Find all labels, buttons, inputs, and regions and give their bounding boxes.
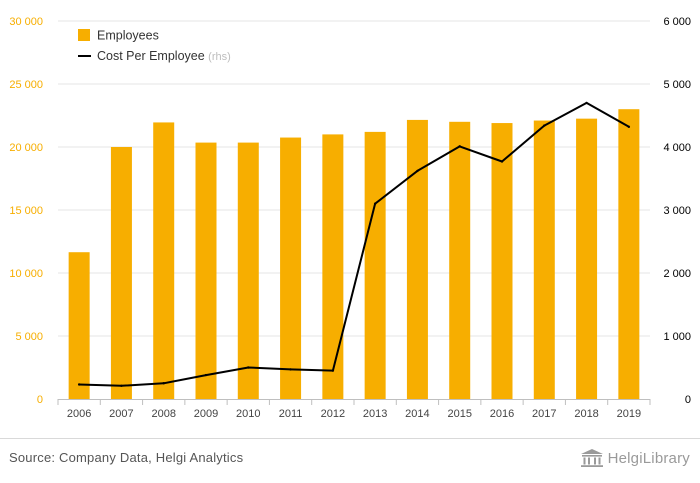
right-axis-tick-label: 2 000 [663, 268, 691, 280]
point-cost-per-employee-2008[interactable] [162, 382, 165, 385]
x-tick-label: 2012 [321, 408, 345, 420]
source-note: Source: Company Data, Helgi Analytics [9, 450, 244, 465]
right-axis-tick-label: 1 000 [663, 331, 691, 343]
point-cost-per-employee-2014[interactable] [416, 169, 419, 173]
bar-employees-2011[interactable] [280, 137, 302, 400]
left-axis-tick-label: 10 000 [9, 268, 43, 280]
axes: 2006 2007 2008 2009 2010 2011 2012 2013 2014 2015… [9, 16, 691, 420]
logo-text: HelgiLibrary [607, 449, 690, 467]
cost-per-employee-line [77, 101, 631, 387]
left-axis-tick-label: 5 000 [15, 331, 43, 343]
bar-employees-2014[interactable] [406, 119, 428, 399]
right-axis-tick-label: 4 000 [663, 142, 691, 154]
right-axis-tick-label: 6 000 [663, 16, 691, 28]
point-cost-per-employee-2010[interactable] [247, 366, 250, 369]
point-cost-per-employee-2009[interactable] [204, 373, 208, 377]
point-cost-per-employee-2017[interactable] [543, 124, 546, 127]
library-building-icon [580, 449, 603, 467]
point-cost-per-employee-2012[interactable] [331, 369, 335, 372]
line-cost-per-employee[interactable] [79, 101, 630, 387]
point-cost-per-employee-2006[interactable] [77, 383, 81, 386]
bar-employees-2008[interactable] [153, 122, 175, 400]
bar-employees-2009[interactable] [195, 142, 217, 399]
x-tick-label: 2016 [490, 408, 514, 420]
left-axis-tick-label: 25 000 [9, 79, 43, 91]
right-axis-tick-label: 0 [685, 394, 691, 406]
bar-employees-2015[interactable] [449, 121, 471, 400]
x-tick-label: 2010 [236, 408, 260, 420]
bar-employees-2010[interactable] [237, 142, 259, 399]
point-cost-per-employee-2011[interactable] [289, 368, 292, 371]
point-cost-per-employee-2015[interactable] [458, 145, 461, 148]
legend: Employees Cost Per Employee (rhs) [78, 29, 231, 63]
left-axis-tick-label: 20 000 [9, 142, 43, 154]
bar-employees-2007[interactable] [110, 147, 132, 399]
left-axis-tick-label: 0 [37, 394, 43, 406]
legend-swatch-employees [78, 29, 90, 41]
point-cost-per-employee-2019[interactable] [627, 125, 631, 129]
x-tick-label: 2014 [405, 408, 429, 420]
x-tick-label: 2006 [67, 408, 91, 420]
bar-employees-2019[interactable] [618, 109, 640, 399]
bar-employees-2016[interactable] [491, 123, 513, 399]
legend-label-cost-per-employee[interactable]: Cost Per Employee (rhs) [97, 49, 231, 63]
x-tick-label: 2017 [532, 408, 556, 420]
employees-bars [68, 109, 640, 400]
bar-employees-2006[interactable] [68, 252, 90, 399]
x-tick-label: 2018 [574, 408, 598, 420]
point-cost-per-employee-2007[interactable] [120, 384, 123, 387]
helgi-library-logo[interactable]: HelgiLibrary [580, 447, 690, 469]
bar-employees-2013[interactable] [364, 131, 386, 399]
x-tick-label: 2019 [617, 408, 641, 420]
x-tick-label: 2011 [279, 408, 303, 420]
footer-divider [0, 438, 700, 439]
x-tick-label: 2015 [447, 408, 471, 420]
right-axis-tick-label: 5 000 [663, 79, 691, 91]
bar-employees-2017[interactable] [533, 120, 555, 399]
x-tick-label: 2008 [151, 408, 175, 420]
point-cost-per-employee-2018[interactable] [585, 101, 588, 105]
right-axis-tick-label: 3 000 [663, 205, 691, 217]
left-axis-tick-label: 15 000 [9, 205, 43, 217]
x-tick-label: 2007 [109, 408, 133, 420]
x-tick-label: 2013 [363, 408, 387, 420]
x-tick-label: 2009 [194, 408, 218, 420]
point-cost-per-employee-2016[interactable] [500, 160, 504, 163]
point-cost-per-employee-2013[interactable] [373, 202, 377, 205]
left-axis-tick-label: 30 000 [9, 16, 43, 28]
legend-label-employees[interactable]: Employees [97, 29, 159, 43]
bar-employees-2012[interactable] [322, 134, 344, 399]
bar-employees-2018[interactable] [576, 118, 598, 400]
